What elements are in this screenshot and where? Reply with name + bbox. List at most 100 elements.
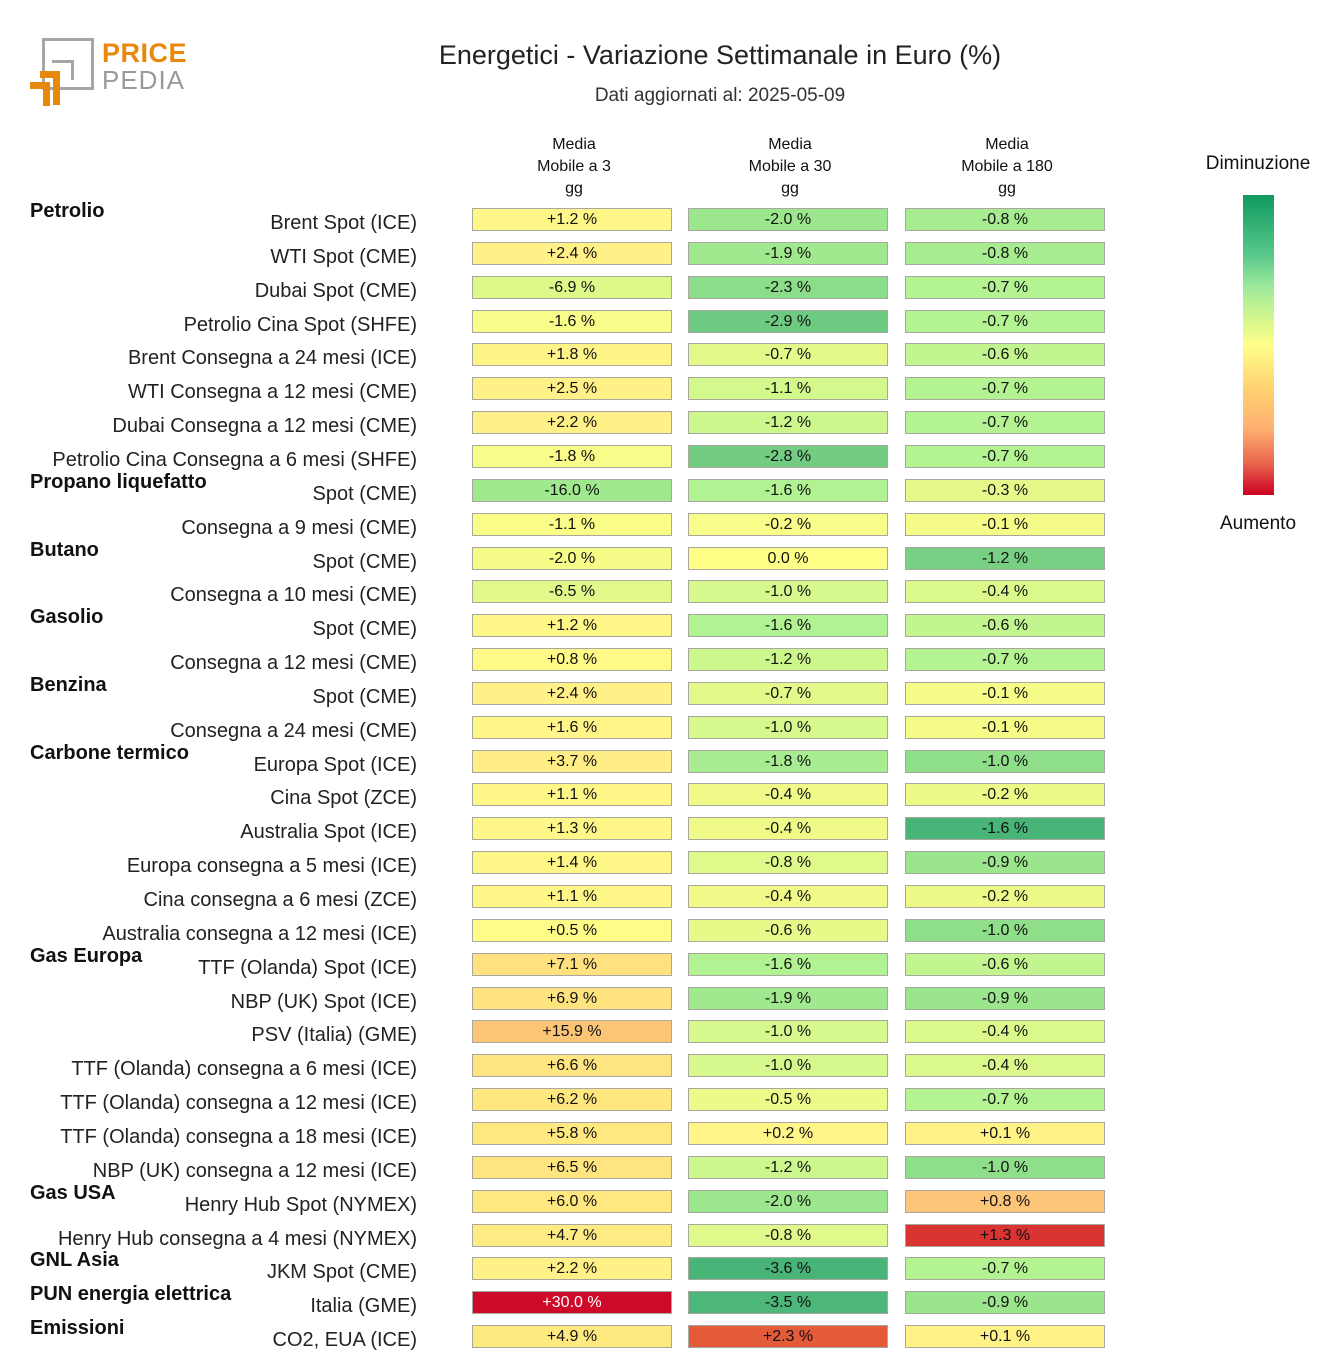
heatmap-cell: +2.5 % (472, 377, 672, 401)
heatmap-cell: -0.2 % (905, 885, 1105, 908)
heatmap-cell: -0.7 % (905, 309, 1105, 333)
table-row: Gas Europa TTF (Olanda) Spot (ICE) +7.1 % -… (0, 945, 1200, 985)
heatmap-cell: +1.1 % (472, 783, 672, 807)
heatmap-cell: -1.8 % (472, 444, 672, 468)
row-label: TTF (Olanda) Spot (ICE) (198, 956, 417, 979)
table-row: Dubai Consegna a 12 mesi (CME) +2.2 % -1.2… (0, 409, 1200, 443)
heatmap-cell: -1.2 % (688, 1155, 888, 1179)
heatmap-cell: -0.7 % (905, 275, 1105, 299)
heatmap-cell: +1.6 % (472, 715, 672, 739)
column-header-line: Media (768, 136, 812, 153)
table-row: Carbone termico Europa Spot (ICE) +3.7 % -1… (0, 742, 1200, 782)
heatmap-cell: -1.0 % (905, 1155, 1105, 1179)
row-label: Consegna a 12 mesi (CME) (170, 652, 417, 675)
heatmap-cell: +1.3 % (905, 1223, 1105, 1247)
legend-label-decrease: Diminuzione (1205, 153, 1311, 174)
heatmap-cell: -0.9 % (905, 851, 1105, 875)
heatmap-cell: -0.7 % (905, 411, 1105, 435)
column-header-line: gg (781, 180, 799, 197)
heatmap-cell: -3.6 % (688, 1257, 888, 1281)
heatmap-cell: -2.0 % (688, 208, 888, 231)
row-label: Spot (CME) (312, 618, 417, 641)
heatmap-cell: -1.6 % (688, 952, 888, 976)
heatmap-cell: -0.7 % (905, 377, 1105, 401)
heatmap-cell: -0.8 % (688, 851, 888, 875)
row-label: Consegna a 24 mesi (CME) (170, 719, 417, 742)
heatmap-cell: -1.9 % (688, 241, 888, 265)
heatmap-cell: -1.2 % (688, 411, 888, 435)
heatmap-cell: 0.0 % (688, 546, 888, 570)
table-row: WTI Spot (CME) +2.4 % -1.9 % -0.8 % (0, 240, 1200, 274)
table-row: Consegna a 24 mesi (CME) +1.6 % -1.0 % -0.1… (0, 714, 1200, 748)
heatmap-cell: +7.1 % (472, 952, 672, 976)
heatmap-cell: +1.4 % (472, 851, 672, 875)
heatmap-cell: -0.3 % (905, 478, 1105, 502)
heatmap-cell: -0.6 % (905, 952, 1105, 976)
table-row: PSV (Italia) (GME) +15.9 % -1.0 % -0.4 % (0, 1018, 1200, 1052)
heatmap-cell: +5.8 % (472, 1121, 672, 1145)
column-header-3gg: Media Mobile a 3 gg (472, 134, 676, 200)
row-label: Italia (GME) (310, 1295, 417, 1318)
row-label: Consegna a 10 mesi (CME) (170, 584, 417, 607)
heatmap-cell: -0.4 % (688, 885, 888, 908)
heatmap-cell: -0.4 % (905, 580, 1105, 604)
heatmap-cell: -0.7 % (688, 681, 888, 705)
heatmap-cell: -0.7 % (905, 1257, 1105, 1281)
table-row: Brent Consegna a 24 mesi (ICE) +1.8 % -0.7… (0, 341, 1200, 375)
table-row: Consegna a 9 mesi (CME) -1.1 % -0.2 % -0.1 … (0, 511, 1200, 545)
heatmap-cell: +0.8 % (472, 648, 672, 672)
heatmap-cell: +4.7 % (472, 1223, 672, 1247)
table-row: Benzina Spot (CME) +2.4 % -0.7 % -0.1 % (0, 674, 1200, 714)
heatmap-cell: +1.2 % (472, 208, 672, 231)
heatmap-cell: -0.7 % (905, 1088, 1105, 1112)
heatmap-cell: -6.9 % (472, 275, 672, 299)
group-label: Petrolio (30, 200, 105, 222)
row-label: TTF (Olanda) consegna a 6 mesi (ICE) (71, 1058, 417, 1081)
table-row: NBP (UK) consegna a 12 mesi (ICE) +6.5 % -… (0, 1154, 1200, 1188)
logo-arrow-icon-stem (43, 82, 50, 106)
table-row: Consegna a 10 mesi (CME) -6.5 % -1.0 % -0.4… (0, 578, 1200, 612)
column-header-30gg: Media Mobile a 30 gg (688, 134, 892, 200)
heatmap-cell: -0.7 % (905, 444, 1105, 468)
heatmap-cell: -0.6 % (905, 343, 1105, 367)
row-label: TTF (Olanda) consegna a 12 mesi (ICE) (60, 1092, 417, 1115)
group-label: Gas Europa (30, 944, 143, 967)
heatmap-cell: -2.8 % (688, 444, 888, 468)
column-header-line: gg (998, 180, 1016, 197)
heatmap-cell: -1.0 % (688, 1054, 888, 1078)
row-label: Australia Spot (ICE) (240, 821, 417, 844)
table-row: Emissioni CO2, EUA (ICE) +4.9 % +2.3 % +0.1 … (0, 1317, 1200, 1357)
row-label: Cina consegna a 6 mesi (ZCE) (143, 889, 417, 911)
heatmap-cell: -1.0 % (688, 715, 888, 739)
heatmap-cell: -1.0 % (905, 918, 1105, 942)
logo-text-pedia: PEDIA (102, 65, 186, 95)
heatmap-cell: -1.0 % (905, 749, 1105, 773)
heatmap-cell: -0.1 % (905, 512, 1105, 536)
heatmap-cell: -0.4 % (905, 1054, 1105, 1078)
heatmap-cell: -1.1 % (472, 512, 672, 536)
table-row: Gasolio Spot (CME) +1.2 % -1.6 % -0.6 % (0, 606, 1200, 646)
heatmap-cell: -0.7 % (688, 343, 888, 367)
column-header-line: Mobile a 180 (961, 158, 1053, 175)
heatmap-cell: +6.2 % (472, 1088, 672, 1112)
row-label: Brent Consegna a 24 mesi (ICE) (127, 347, 417, 370)
column-header-180gg: Media Mobile a 180 gg (905, 134, 1109, 200)
heatmap-cell: +2.4 % (472, 681, 672, 705)
heatmap-cell: +30.0 % (472, 1291, 672, 1315)
row-label: Spot (CME) (312, 685, 417, 708)
heatmap-cell: +0.1 % (905, 1325, 1105, 1349)
group-label: Gas USA (30, 1181, 116, 1204)
row-label: Dubai Spot (CME) (254, 279, 417, 302)
heatmap-cell: -0.5 % (688, 1088, 888, 1112)
heatmap-cell: -2.0 % (688, 1189, 888, 1213)
group-label: Benzina (30, 673, 107, 696)
heatmap-cell: +6.0 % (472, 1189, 672, 1213)
heatmap-cell: -2.0 % (472, 546, 672, 570)
heatmap-cell: +6.9 % (472, 986, 672, 1010)
heatmap-cell: -16.0 % (472, 478, 672, 502)
heatmap-cell: -1.0 % (688, 580, 888, 604)
row-label: Europa consegna a 5 mesi (ICE) (126, 855, 417, 878)
heatmap-cell: -1.6 % (688, 478, 888, 502)
heatmap-cell: -0.8 % (688, 1223, 888, 1247)
column-header-line: Mobile a 30 (748, 158, 832, 175)
